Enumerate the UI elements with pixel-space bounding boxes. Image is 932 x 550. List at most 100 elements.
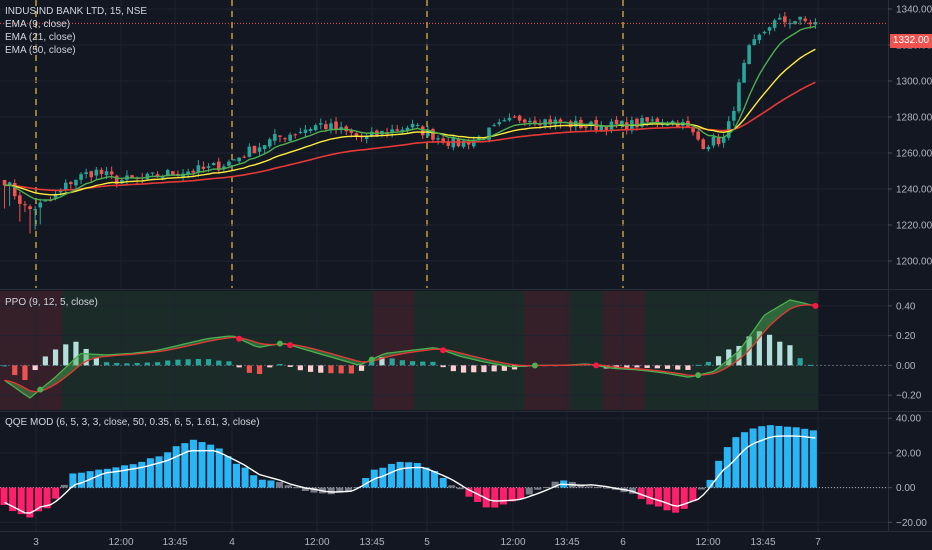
ppo-histogram-bar xyxy=(777,341,783,366)
candle-body xyxy=(369,131,374,137)
candle-body xyxy=(517,115,522,121)
qqe-bar xyxy=(542,487,550,489)
ppo-histogram-bar xyxy=(399,360,405,366)
qqe-bar xyxy=(697,487,705,490)
qqe-bar xyxy=(164,452,172,488)
ppo-cross-marker xyxy=(37,386,44,393)
candle-body xyxy=(63,182,68,191)
qqe-bar xyxy=(284,485,292,488)
candle-body xyxy=(2,179,7,186)
candle-body xyxy=(364,136,369,140)
qqe-bar xyxy=(69,473,77,488)
qqe-bar xyxy=(431,470,439,488)
ppo-histogram-bar xyxy=(766,334,773,366)
candle-body xyxy=(415,124,420,126)
qqe-bar xyxy=(52,487,60,499)
candle-body xyxy=(390,129,394,133)
ppo-cross-marker xyxy=(593,362,600,369)
ppo-cross-marker xyxy=(531,362,538,369)
qqe-bar xyxy=(172,446,180,488)
ema21-legend: EMA (21, close) xyxy=(5,32,76,43)
candle-body xyxy=(354,133,359,136)
candle-body xyxy=(120,179,124,184)
time-tick-label: 3 xyxy=(33,537,39,548)
qqe-bar xyxy=(95,469,103,488)
qqe-bar xyxy=(766,425,774,488)
candle-body xyxy=(798,16,802,20)
ppo-histogram-bar xyxy=(134,363,140,366)
ppo-histogram-bar xyxy=(491,365,497,372)
y-tick-label: 1260.00 xyxy=(896,149,932,160)
time-tick-label: 4 xyxy=(229,537,235,548)
candle-body xyxy=(767,27,772,31)
ppo-histogram-bar xyxy=(216,360,222,366)
y-tick-label: 0.00 xyxy=(896,361,916,372)
ppo-bullish-zone xyxy=(570,291,603,410)
qqe-bar xyxy=(293,487,301,489)
candle-body xyxy=(232,159,236,161)
candle-body xyxy=(533,120,537,124)
candle-body xyxy=(405,127,410,131)
ppo-histogram xyxy=(1,331,813,380)
candle-body xyxy=(512,116,517,118)
ppo-cross-marker xyxy=(368,356,375,363)
ppo-histogram-bar xyxy=(471,365,477,373)
qqe-bar xyxy=(465,487,473,497)
ppo-histogram-bar xyxy=(430,361,436,366)
candle-body xyxy=(640,118,644,127)
ema50-line xyxy=(4,81,816,192)
qqe-bar xyxy=(232,463,240,488)
qqe-bar xyxy=(586,486,594,488)
candle-body xyxy=(752,39,757,45)
ppo-bullish-zone xyxy=(62,291,373,410)
candle-body xyxy=(645,117,649,122)
qqe-bar xyxy=(456,487,464,490)
candle-body xyxy=(109,171,114,175)
ppo-histogram-bar xyxy=(440,365,446,368)
candle-body xyxy=(257,147,262,152)
qqe-bar xyxy=(396,461,404,488)
candle-body xyxy=(247,146,252,157)
qqe-bar xyxy=(241,467,249,488)
candle-body xyxy=(783,16,787,23)
candle-body xyxy=(104,171,109,176)
ppo-bearish-zone xyxy=(524,291,570,410)
ppo-histogram-bar xyxy=(63,344,69,366)
ppo-histogram-bar xyxy=(32,365,38,371)
candle-body xyxy=(191,170,196,173)
candle-body xyxy=(665,124,670,126)
candle-body xyxy=(12,182,17,197)
ppo-histogram-bar xyxy=(297,365,303,371)
candle-body xyxy=(242,156,247,158)
time-tick-label: 7 xyxy=(815,537,821,548)
candle-body xyxy=(313,125,318,131)
y-tick-label: 1220.00 xyxy=(896,221,932,232)
qqe-bar xyxy=(198,442,206,488)
symbol-title: INDUSIND BANK LTD, 15, NSE xyxy=(5,6,148,17)
qqe-bar xyxy=(121,465,129,488)
time-tick-label: 12:00 xyxy=(304,537,329,548)
qqe-bar xyxy=(387,463,395,488)
candle-body xyxy=(150,172,155,174)
qqe-bar xyxy=(680,487,688,509)
qqe-bar xyxy=(146,458,154,488)
time-tick-label: 6 xyxy=(620,537,626,548)
candle-body xyxy=(28,206,32,210)
ppo-histogram-bar xyxy=(420,361,426,366)
qqe-bar xyxy=(258,479,266,488)
ppo-line xyxy=(4,299,816,399)
qqe-bar xyxy=(741,432,749,488)
candle-body xyxy=(74,179,78,186)
qqe-bar xyxy=(267,480,275,488)
y-tick-label: 1300.00 xyxy=(896,77,932,88)
candle-body xyxy=(691,127,695,133)
y-tick-label: 0.40 xyxy=(896,301,916,312)
candle-body xyxy=(216,161,221,171)
ppo-histogram-bar xyxy=(338,365,344,374)
y-tick-label: −20.00 xyxy=(896,518,927,529)
time-tick-label: 5 xyxy=(424,537,430,548)
candle-body xyxy=(711,136,716,146)
qqe-line xyxy=(4,435,816,514)
ppo-histogram-bar xyxy=(185,359,191,366)
